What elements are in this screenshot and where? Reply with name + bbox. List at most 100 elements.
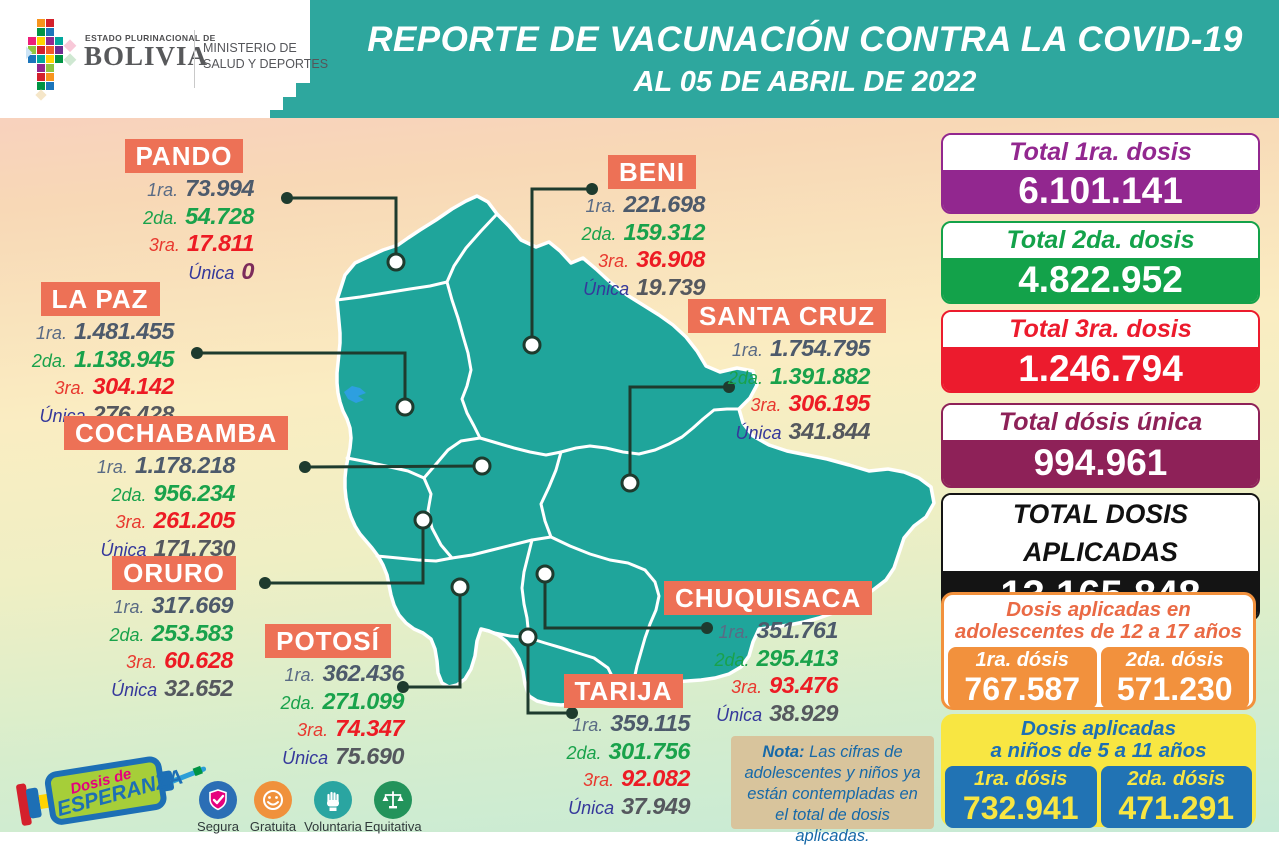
children-second-dose-box: 2da. dósis 471.291 — [1100, 766, 1252, 828]
total-first-dose-card: Total 1ra. dosis 6.101.141 — [941, 133, 1260, 214]
dose-row: 1ra. 351.761 — [664, 617, 839, 646]
dose-label: 2da. — [566, 742, 602, 763]
connector-beni — [530, 187, 592, 345]
dept-cochabamba: COCHABAMBA 1ra. 1.178.218 2da. 956.234 3ra… — [64, 416, 289, 563]
campaign-logo: Dosis de ESPERANZA — [5, 735, 216, 849]
total-third-dose-label: Total 3ra. dosis — [943, 312, 1258, 347]
dose-row: 3ra. 60.628 — [103, 647, 233, 676]
dose-value: 60.628 — [164, 647, 233, 673]
dose-value: 75.690 — [335, 742, 404, 769]
dept-tarija: TARIJA 1ra. 359.115 2da. 301.756 3ra. 92.08… — [557, 674, 691, 821]
dept-potosi-title: POTOSÍ — [265, 624, 391, 658]
dose-label: 1ra. — [35, 323, 67, 343]
dept-santacruz: SANTA CRUZ 1ra. 1.754.795 2da. 1.391.882 3… — [686, 299, 888, 446]
dose-label: 3ra. — [731, 677, 763, 697]
dept-oruro: ORURO 1ra. 317.669 2da. 253.583 3ra. 60.628… — [103, 556, 245, 703]
dose-value: 1.754.795 — [769, 335, 871, 361]
dose-value: 253.583 — [151, 619, 234, 646]
dose-row: Única 75.690 — [252, 742, 404, 772]
dose-row: 3ra. 92.082 — [557, 765, 690, 794]
dose-value: 38.929 — [769, 699, 838, 726]
dose-value: 1.481.455 — [73, 318, 175, 344]
adolescents-doses-card: Dosis aplicadas en adolescentes de 12 a … — [941, 592, 1256, 710]
marker-potosi — [450, 577, 470, 597]
syringe-icon: Dosis de ESPERANZA — [16, 756, 207, 826]
connector-oruro — [265, 520, 425, 585]
dose-value: 301.756 — [608, 737, 691, 764]
marker-pando — [386, 252, 406, 272]
lake-titicaca-icon — [344, 386, 366, 403]
dose-value: 171.730 — [153, 534, 236, 561]
children-first-dose-label: 1ra. dósis — [974, 768, 1068, 790]
bolivia-logo-text: BOLIVIA — [84, 41, 209, 71]
total-third-dose-card: Total 3ra. dosis 1.246.794 — [941, 310, 1260, 393]
dose-value: 221.698 — [623, 191, 706, 217]
dose-row: 3ra. 306.195 — [686, 390, 871, 419]
dose-label: Única — [282, 747, 329, 768]
dose-label: 3ra. — [126, 652, 158, 672]
connector-label-dots — [191, 183, 735, 719]
adolescents-second-dose-label: 2da. dósis — [1125, 649, 1224, 671]
dose-row: Única 38.929 — [664, 699, 838, 729]
dept-pando: PANDO 1ra. 73.994 2da. 54.728 3ra. 17.811 Ú… — [100, 139, 268, 286]
dose-row: 1ra. 1.178.218 — [64, 452, 236, 481]
children-second-dose-label: 2da. dósis — [1127, 768, 1226, 790]
dose-value: 54.728 — [185, 202, 254, 229]
dept-pando-title: PANDO — [124, 139, 244, 173]
dose-row: 3ra. 74.347 — [252, 715, 404, 744]
dose-label: 2da. — [111, 484, 147, 505]
adolescents-second-dose-box: 2da. dósis 571.230 — [1100, 647, 1249, 709]
adolescents-first-dose-value: 767.587 — [964, 671, 1081, 707]
total-single-dose-label: Total dósis única — [943, 405, 1258, 440]
dose-label: 2da. — [109, 624, 145, 645]
dose-row: 1ra. 317.669 — [103, 592, 234, 621]
ministry-label: MINISTERIO DE SALUD Y DEPORTES — [203, 41, 329, 71]
dept-tarija-title: TARIJA — [563, 674, 684, 708]
marker-beni — [522, 335, 542, 355]
marker-lapaz — [395, 397, 415, 417]
dose-value: 306.195 — [788, 390, 871, 416]
scales-icon — [374, 781, 412, 819]
dose-row: Única 0 — [100, 258, 254, 287]
dept-lapaz: LA PAZ 1ra. 1.481.455 2da. 1.138.945 3ra. 3… — [22, 282, 178, 429]
total-third-dose-value: 1.246.794 — [943, 347, 1258, 391]
dose-label: Única — [111, 679, 158, 700]
connector-lines — [197, 187, 729, 715]
dose-value: 1.178.218 — [134, 452, 236, 478]
dept-cochabamba-title: COCHABAMBA — [64, 416, 289, 450]
dose-label: 2da. — [714, 649, 750, 670]
bolivia-outline — [335, 194, 936, 707]
dose-value: 74.347 — [335, 715, 404, 741]
dept-potosi: POTOSÍ 1ra. 362.436 2da. 271.099 3ra. 74.34… — [252, 624, 405, 772]
dose-row: 3ra. 261.205 — [64, 507, 236, 536]
dose-label: Única — [716, 704, 763, 725]
icon-label-segura: Segura — [197, 819, 239, 834]
bolivia-emblem-icon — [26, 19, 77, 101]
children-card-title: Dosis aplicadas a niños de 5 a 11 años — [990, 717, 1207, 762]
children-doses-card: Dosis aplicadas a niños de 5 a 11 años 1… — [941, 714, 1256, 828]
dose-value: 17.811 — [186, 230, 255, 256]
connector-santacruz — [628, 385, 729, 483]
dept-beni: BENI 1ra. 221.698 2da. 159.312 3ra. 36.908 … — [582, 155, 711, 303]
department-markers — [386, 252, 640, 647]
dose-row: Única 19.739 — [583, 274, 705, 303]
dept-beni-title: BENI — [607, 155, 697, 189]
dose-label: 1ra. — [113, 597, 145, 617]
dose-row: 3ra. 93.476 — [664, 672, 838, 701]
dose-value: 92.082 — [621, 765, 690, 791]
dose-value: 159.312 — [623, 218, 706, 245]
marker-santacruz — [620, 473, 640, 493]
total-single-dose-card: Total dósis única 994.961 — [941, 403, 1260, 488]
dose-row: 3ra. 304.142 — [22, 373, 175, 402]
children-first-dose-box: 1ra. dósis 732.941 — [945, 766, 1097, 828]
dose-row: 2da. 301.756 — [557, 737, 691, 767]
dose-row: 1ra. 359.115 — [557, 710, 690, 739]
dose-row: 2da. 295.413 — [664, 645, 839, 674]
total-single-dose-value: 994.961 — [943, 440, 1258, 486]
dose-label: 1ra. — [147, 180, 179, 200]
dose-label: Única — [735, 422, 782, 443]
raised-hand-icon — [314, 781, 352, 819]
dose-label: 2da. — [280, 692, 316, 713]
dose-label: 3ra. — [750, 395, 782, 415]
